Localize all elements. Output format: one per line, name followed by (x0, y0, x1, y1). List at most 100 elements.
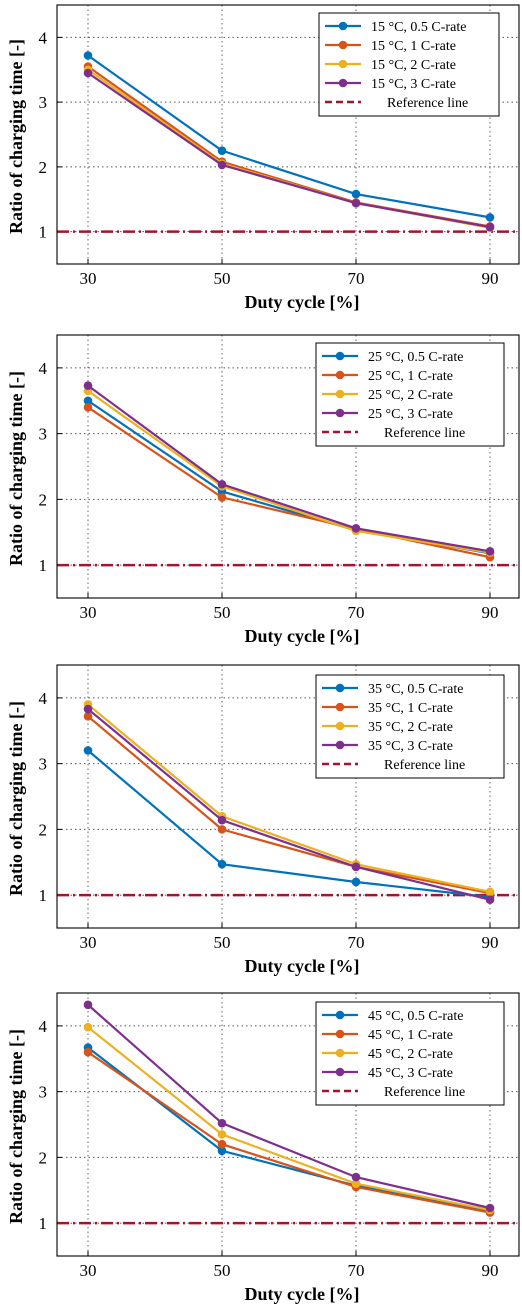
chart-panel-4: 1 2 3 4 30 50 70 90 Duty cycle [%] Ratio of charg… (6, 992, 520, 1304)
legend-label: 45 °C, 0.5 C-rate (368, 1009, 463, 1024)
y-tick-label: 3 (39, 425, 48, 444)
y-tick-label: 4 (39, 1017, 48, 1036)
data-point (351, 862, 361, 872)
legend: 45 °C, 0.5 C-rate 45 °C, 1 C-rate 45 °C, 2… (315, 1001, 505, 1106)
legend-label: 35 °C, 0.5 C-rate (368, 682, 463, 697)
data-point (83, 396, 93, 406)
data-point (217, 160, 227, 170)
x-tick-label: 50 (214, 603, 231, 622)
data-point (83, 1047, 93, 1057)
series-line-3 (87, 1026, 491, 1212)
x-tick-label: 50 (214, 933, 231, 952)
chart-panel-2: 1 2 3 4 30 50 70 90 Duty cycle [%] Ratio of charg… (6, 334, 520, 646)
y-tick-label: 2 (39, 820, 48, 839)
x-tick-label: 30 (80, 1261, 97, 1280)
x-tick-label: 90 (482, 1261, 499, 1280)
y-tick-label: 2 (39, 1148, 48, 1167)
data-point (83, 711, 93, 721)
legend-label: 15 °C, 0.5 C-rate (371, 20, 466, 35)
data-point (83, 68, 93, 78)
data-point (485, 895, 495, 905)
y-axis-label: Ratio of charging time [-] (6, 1029, 26, 1224)
y-tick-label: 3 (39, 755, 48, 774)
x-tick-label: 50 (214, 1261, 231, 1280)
y-tick-label: 1 (39, 556, 48, 575)
series-line-4 (87, 1004, 491, 1210)
legend-swatch-marker (335, 683, 345, 693)
x-tick-label: 70 (348, 1261, 365, 1280)
legend-swatch-marker (335, 702, 345, 712)
legend-label: 25 °C, 1 C-rate (368, 369, 453, 384)
y-tick-label: 3 (39, 93, 48, 112)
legend: 15 °C, 0.5 C-rate 15 °C, 1 C-rate 15 °C, 2… (318, 12, 500, 117)
data-point (351, 189, 361, 199)
legend-swatch-marker (335, 370, 345, 380)
series-line-3 (87, 703, 491, 893)
legend-swatch-marker (335, 1067, 345, 1077)
legend-swatch-marker (335, 721, 345, 731)
x-tick-label: 90 (482, 933, 499, 952)
data-point (217, 146, 227, 155)
y-axis-label: Ratio of charging time [-] (6, 39, 26, 234)
legend-swatch-marker (335, 1029, 345, 1039)
series-line-3 (87, 389, 491, 554)
legend-swatch-marker (335, 351, 345, 361)
data-point (485, 222, 495, 232)
legend-swatch-marker (335, 1010, 345, 1020)
series-line-4 (87, 708, 491, 901)
legend-swatch-marker (338, 21, 348, 31)
data-point (351, 1172, 361, 1182)
x-tick-label: 90 (482, 269, 499, 288)
data-point (485, 887, 495, 897)
legend-label-reference: Reference line (387, 96, 468, 111)
x-tick-label: 30 (80, 269, 97, 288)
data-point (217, 479, 227, 489)
chart-panel-3: 1 2 3 4 30 50 70 90 Duty cycle [%] Ratio of charg… (6, 664, 520, 976)
data-point (485, 213, 495, 222)
data-point (217, 493, 227, 502)
legend-label: 35 °C, 2 C-rate (368, 720, 453, 735)
data-point (217, 1130, 227, 1139)
legend-swatch-marker (338, 78, 348, 88)
x-tick-label: 30 (80, 603, 97, 622)
data-point (217, 1146, 227, 1156)
x-tick-label: 70 (348, 933, 365, 952)
y-tick-label: 1 (39, 1214, 48, 1233)
legend-label: 45 °C, 3 C-rate (368, 1066, 453, 1081)
legend-label: 15 °C, 2 C-rate (371, 58, 456, 73)
x-axis-label: Duty cycle [%] (245, 626, 360, 646)
x-tick-label: 30 (80, 933, 97, 952)
y-tick-label: 3 (39, 1083, 48, 1102)
series-line-1 (87, 54, 491, 219)
series-line-4 (87, 384, 491, 553)
data-point (485, 547, 495, 556)
x-tick-label: 90 (482, 603, 499, 622)
axes-frame (56, 664, 520, 929)
legend-label: 25 °C, 3 C-rate (368, 407, 453, 422)
series-line-2 (87, 715, 491, 895)
data-point (83, 403, 93, 412)
y-tick-label: 4 (39, 359, 48, 378)
x-tick-label: 50 (214, 269, 231, 288)
data-point (83, 1022, 93, 1032)
y-tick-label: 4 (39, 689, 48, 708)
data-point (351, 1179, 361, 1188)
chart-panel-1: 1 2 3 4 30 50 70 90 Duty cycle [%] Ratio of charg… (6, 4, 520, 312)
legend-label: 35 °C, 1 C-rate (368, 701, 453, 716)
y-tick-label: 1 (39, 223, 48, 242)
y-axis-label: Ratio of charging time [-] (6, 701, 26, 896)
data-point (351, 877, 361, 887)
legend-label: 35 °C, 3 C-rate (368, 739, 453, 754)
data-point (217, 1118, 227, 1128)
legend-swatch-marker (338, 40, 348, 50)
data-point (83, 704, 93, 714)
series-line-2 (87, 406, 491, 559)
legend: 25 °C, 0.5 C-rate 25 °C, 1 C-rate 25 °C, 2… (315, 342, 505, 447)
legend-label-reference: Reference line (384, 758, 465, 773)
axes-frame (56, 992, 520, 1257)
data-point (351, 524, 361, 533)
legend-label: 45 °C, 2 C-rate (368, 1047, 453, 1062)
legend: 35 °C, 0.5 C-rate 35 °C, 1 C-rate 35 °C, 2… (315, 674, 505, 779)
x-axis-label: Duty cycle [%] (245, 956, 360, 976)
